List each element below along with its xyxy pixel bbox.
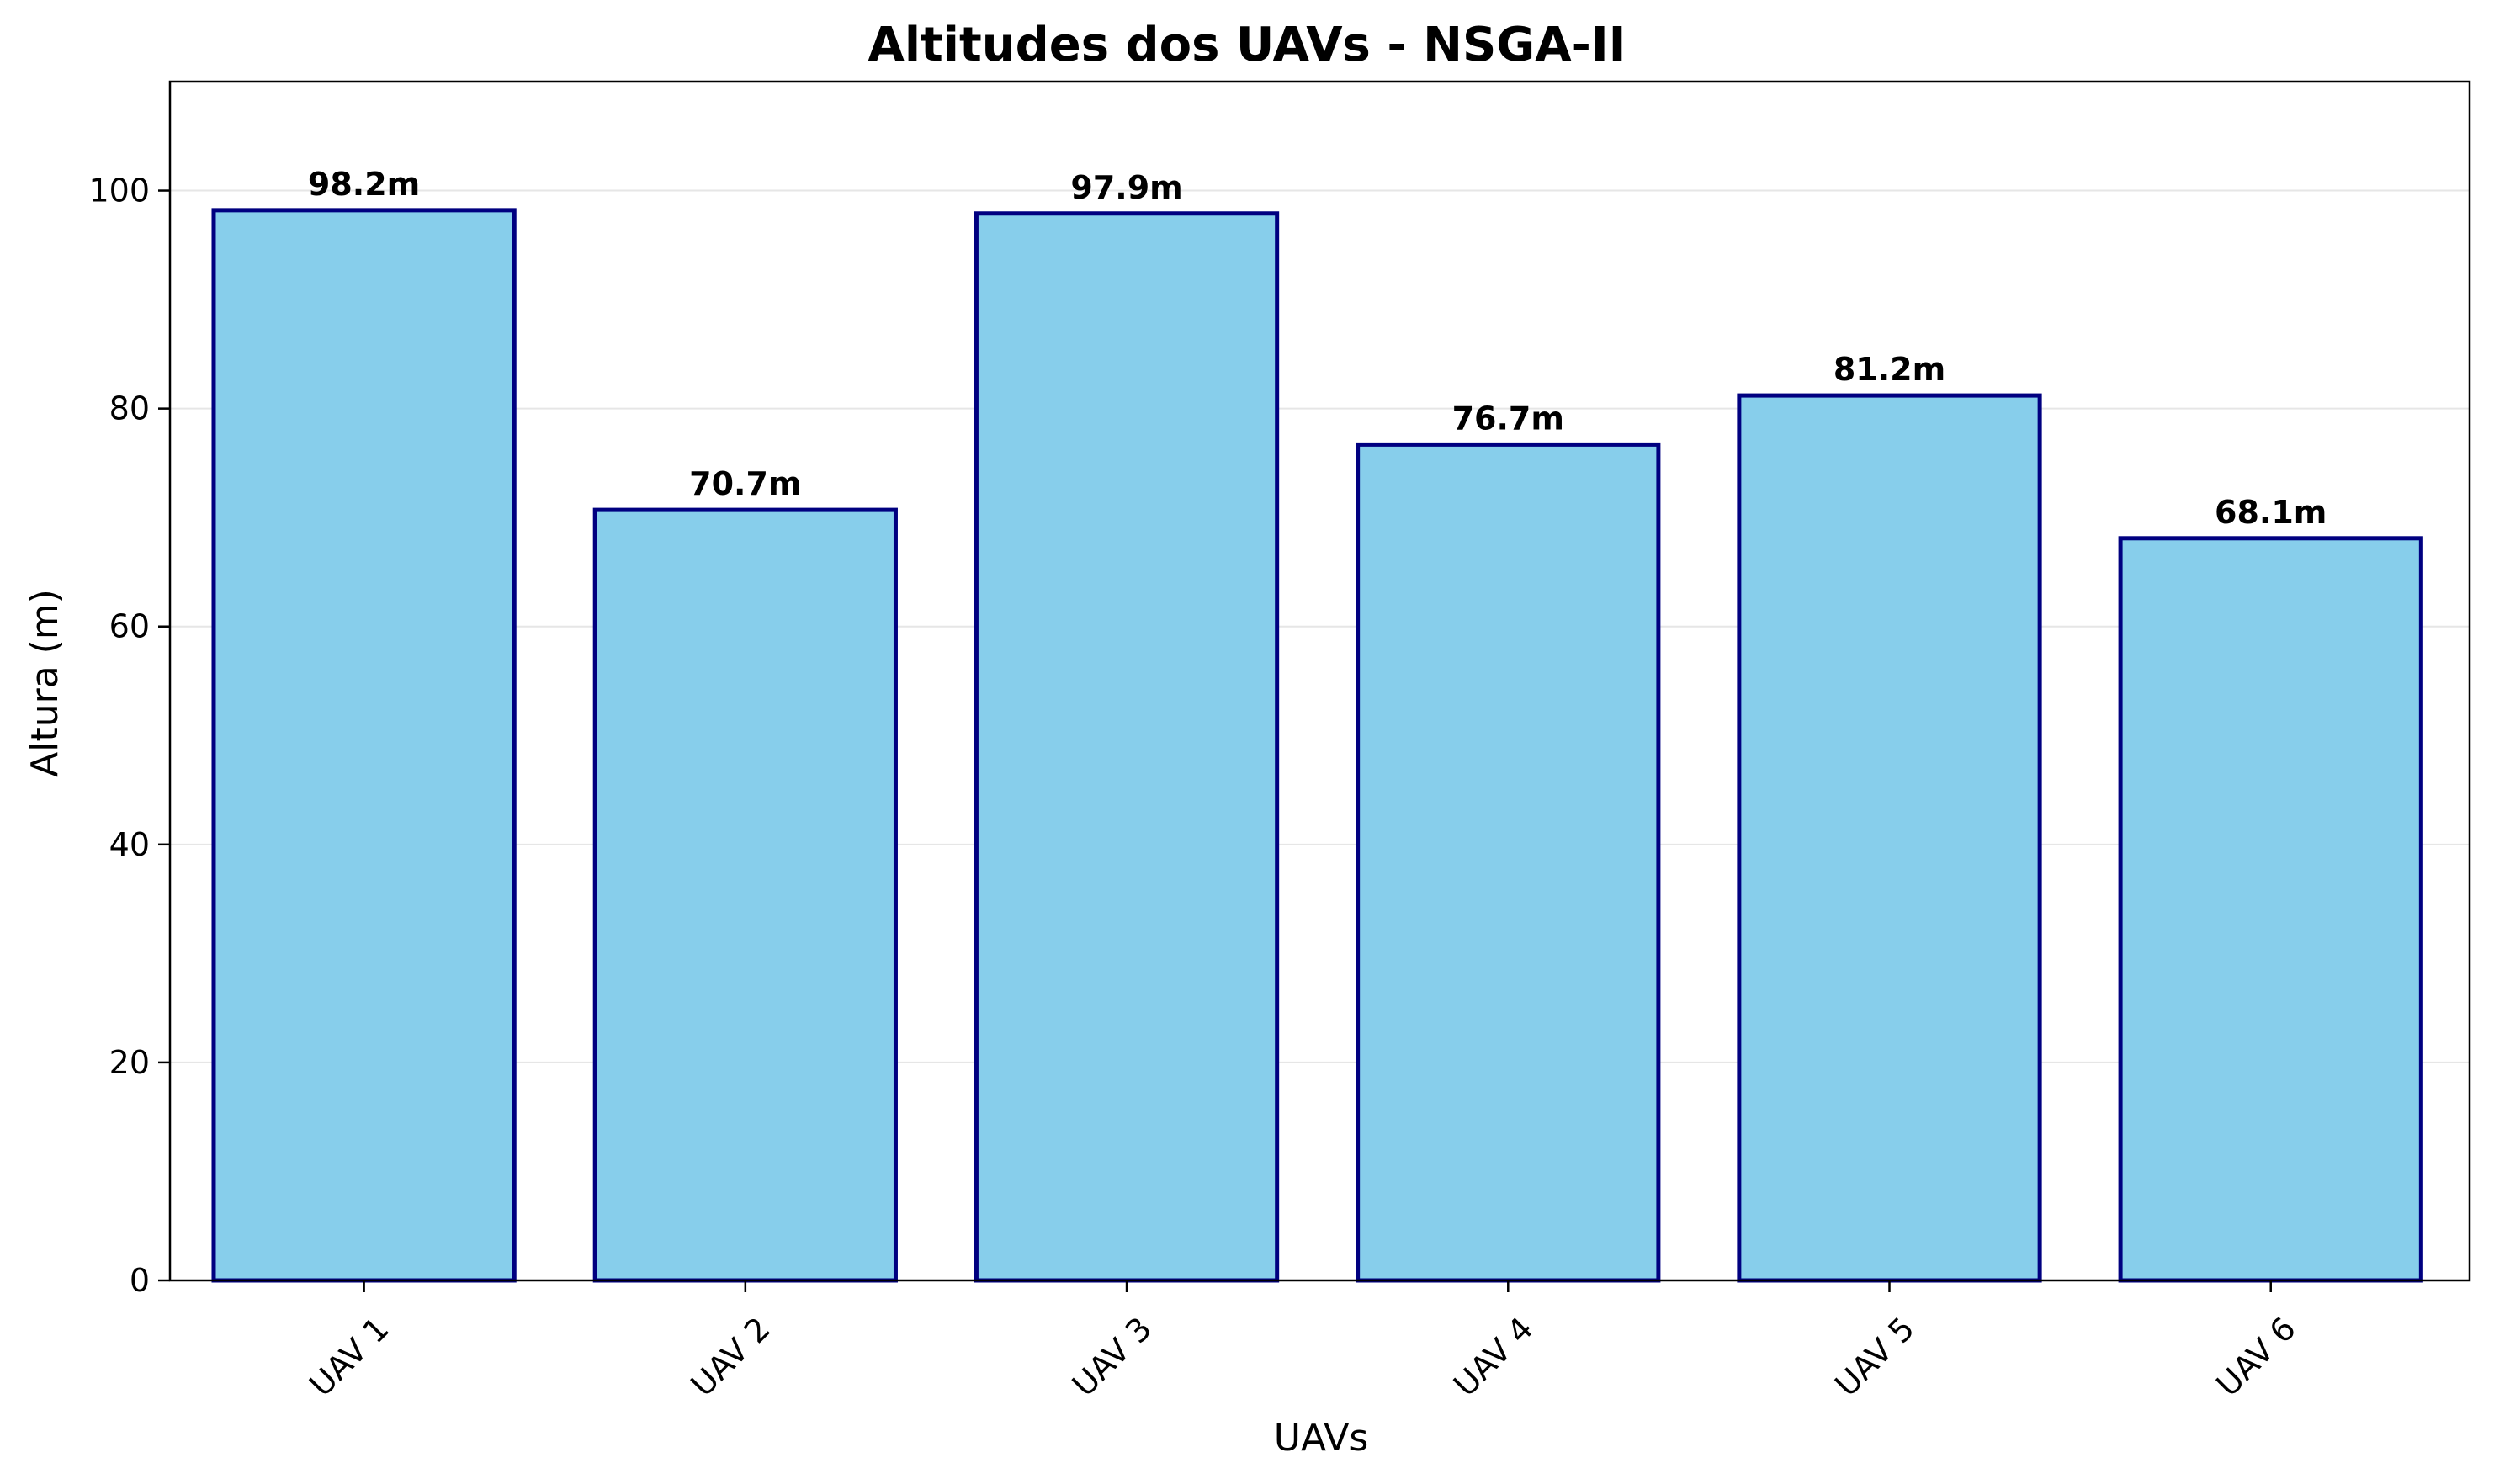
bar-value-label: 68.1m [2215, 494, 2327, 531]
x-tick-label: UAV 3 [1065, 1310, 1159, 1403]
x-tick-label: UAV 2 [684, 1310, 777, 1403]
bars-layer [211, 208, 2423, 1283]
y-tick-label: 80 [109, 390, 150, 427]
x-axis-title: UAVs [1274, 1417, 1369, 1460]
bar-uav-1 [211, 208, 517, 1283]
bar-value-label: 76.7m [1452, 400, 1564, 437]
bar-uav-4 [1356, 442, 1661, 1283]
x-tick-label: UAV 4 [1446, 1310, 1540, 1403]
grid-layer [170, 189, 2470, 1063]
plot-frame [168, 80, 2471, 1282]
chart-title: Altitudes dos UAVs - NSGA-II [868, 18, 1626, 72]
x-tick-label: UAV 5 [1828, 1310, 1921, 1403]
y-tick-label: 0 [130, 1262, 150, 1299]
axes-layer [158, 80, 2471, 1292]
x-tick-label: UAV 1 [302, 1310, 395, 1403]
bar-value-label: 97.9m [1070, 169, 1182, 206]
y-tick-label: 40 [109, 826, 150, 863]
bar-uav-5 [1737, 393, 2042, 1283]
bar-value-label: 98.2m [308, 166, 420, 203]
bar-value-label: 81.2m [1833, 351, 1945, 388]
y-axis-title: Altura (m) [24, 589, 66, 777]
x-tick-label: UAV 6 [2209, 1310, 2302, 1403]
bar-value-label: 70.7m [689, 465, 801, 502]
bar-uav-3 [974, 211, 1280, 1283]
y-tick-label: 60 [109, 608, 150, 645]
bar-uav-6 [2118, 536, 2423, 1283]
y-tick-label: 100 [88, 172, 150, 209]
bar-uav-2 [592, 507, 898, 1283]
y-tick-label: 20 [109, 1044, 150, 1081]
